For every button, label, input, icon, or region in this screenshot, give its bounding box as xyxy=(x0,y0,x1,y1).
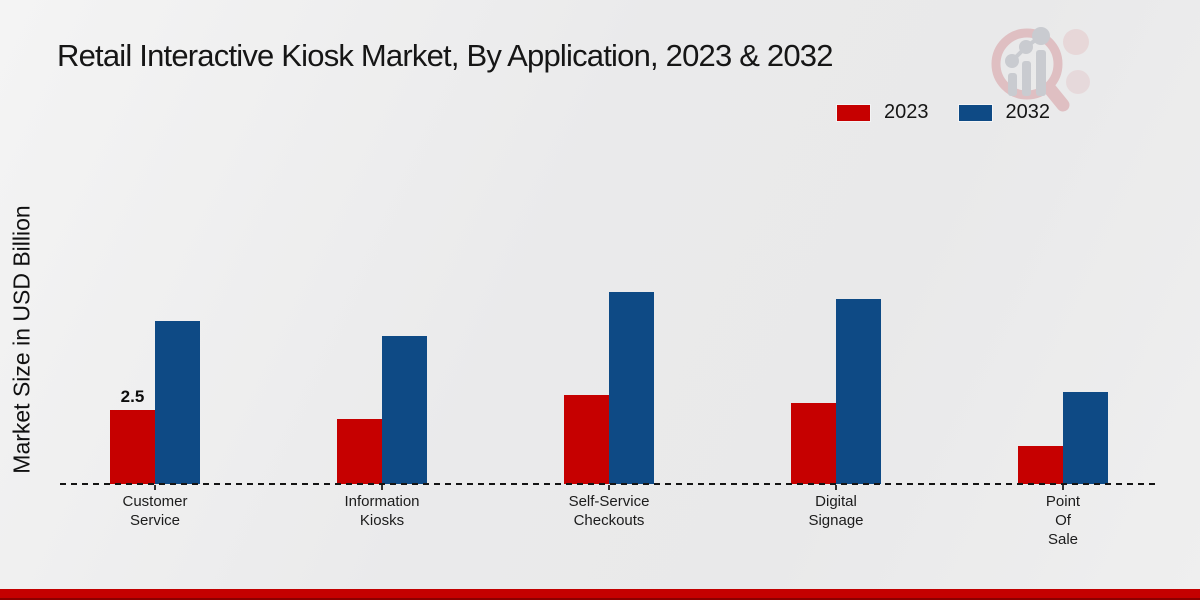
bar-2023-category-3 xyxy=(791,403,836,484)
category-label-2: Self-Service Checkouts xyxy=(568,493,650,529)
x-axis-tick xyxy=(835,485,837,490)
category-label-4: Point Of Sale xyxy=(1045,493,1081,548)
category-label-1: Information Kiosks xyxy=(344,493,420,529)
bar-value-label: 2.5 xyxy=(120,387,145,406)
logo-bar2-icon xyxy=(1022,61,1031,96)
legend-swatch-2032 xyxy=(958,104,992,121)
x-axis-tick xyxy=(381,485,383,490)
bar-2032-category-4 xyxy=(1063,392,1108,484)
legend-item-2032: 2032 xyxy=(958,101,1051,124)
bar-2023-category-1 xyxy=(337,419,382,484)
bar-2023-category-2 xyxy=(564,395,609,484)
logo-dot1-icon xyxy=(1005,54,1019,68)
category-label-3: Digital Signage xyxy=(808,493,864,529)
bar-2032-category-0 xyxy=(155,321,200,484)
logo-bar1-icon xyxy=(1008,73,1017,96)
legend-item-2023: 2023 xyxy=(837,101,929,124)
legend-swatch-2023 xyxy=(837,104,870,121)
legend-label-2023: 2023 xyxy=(884,101,929,123)
logo-dot2-icon xyxy=(1019,40,1033,54)
category-label-0: Customer Service xyxy=(122,493,188,529)
footer-bar xyxy=(0,589,1200,600)
bar-2032-category-2 xyxy=(609,292,654,484)
logo-bar3-icon xyxy=(1036,50,1046,96)
bar-2032-category-1 xyxy=(382,336,427,484)
x-axis-baseline xyxy=(60,483,1160,485)
x-axis-tick xyxy=(1062,485,1064,490)
bar-2023-category-4 xyxy=(1018,446,1063,484)
magnifier-handle-icon xyxy=(1043,82,1070,112)
logo-dot3-icon xyxy=(1032,27,1050,45)
magnifier-chart-logo xyxy=(991,27,1090,112)
legend: 2023 2032 xyxy=(837,101,1050,124)
bar-2023-category-0 xyxy=(110,410,155,484)
logo-accent-dot xyxy=(1063,29,1089,55)
bar-2032-category-3 xyxy=(836,299,881,484)
chart-title: Retail Interactive Kiosk Market, By Appl… xyxy=(57,38,833,73)
logo-accent-dot2 xyxy=(1066,70,1090,94)
legend-label-2032: 2032 xyxy=(1005,101,1051,123)
x-axis-tick xyxy=(608,485,610,490)
x-axis-tick xyxy=(154,485,156,490)
